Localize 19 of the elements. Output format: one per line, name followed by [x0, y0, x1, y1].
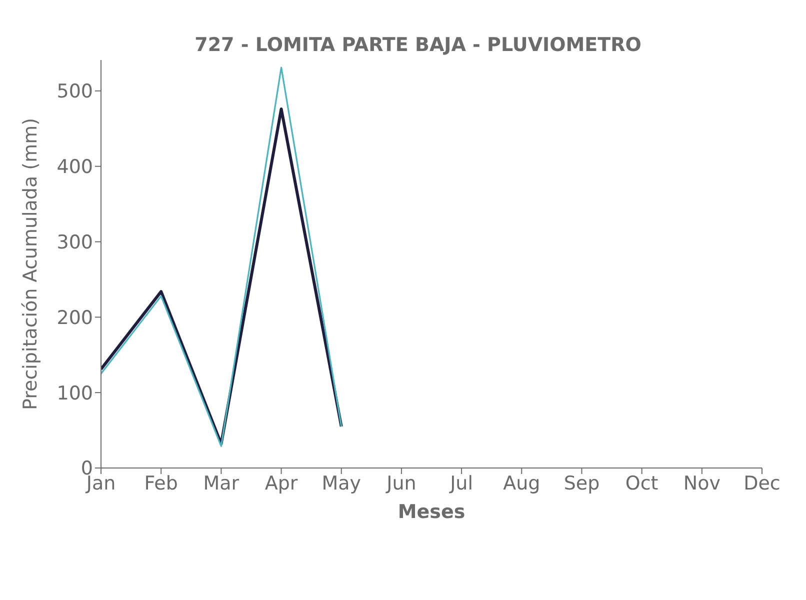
y-tick-label: 100	[56, 382, 93, 404]
y-tick-label: 500	[56, 80, 93, 103]
x-tick-label: Apr	[264, 472, 298, 494]
y-axis-title: Precipitación Acumulada (mm)	[20, 118, 42, 410]
x-tick-label: May	[322, 472, 362, 494]
y-tick-label: 400	[56, 156, 93, 178]
x-tick-label: Oct	[625, 472, 658, 494]
y-tick-label: 200	[56, 306, 93, 329]
x-tick-label: Sep	[564, 472, 600, 494]
x-tick-label: Feb	[144, 472, 178, 494]
x-tick-label: Aug	[503, 472, 540, 494]
x-tick-label: Dec	[744, 472, 780, 494]
x-tick-label: Nov	[683, 472, 720, 494]
x-tick-label: Jul	[449, 472, 474, 494]
y-tick-label: 300	[56, 231, 93, 254]
x-axis-title: Meses	[398, 501, 466, 523]
x-tick-label: Jun	[386, 472, 416, 494]
x-tick-label: Mar	[203, 472, 240, 494]
chart-title: 727 - LOMITA PARTE BAJA - PLUVIOMETRO	[194, 34, 642, 56]
